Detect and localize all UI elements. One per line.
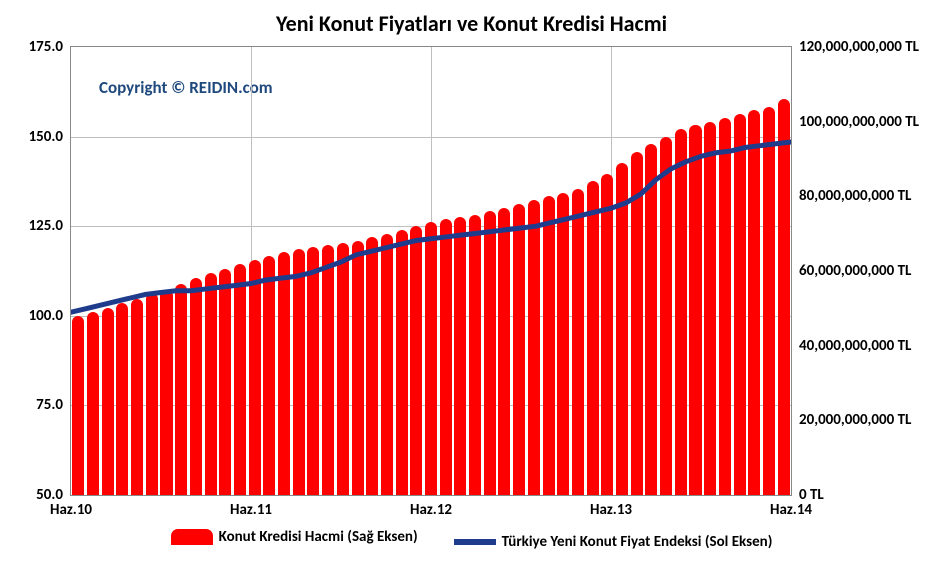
y-left-tick-label: 150.0 xyxy=(29,128,71,146)
y-right-tick-label: 60,000,000,000 TL xyxy=(791,262,911,280)
x-tick-label: Haz.11 xyxy=(230,495,272,519)
legend-label: Konut Kredisi Hacmi (Sağ Eksen) xyxy=(219,528,418,546)
legend-swatch-line xyxy=(454,539,496,545)
y-left-tick-label: 75.0 xyxy=(36,396,71,414)
legend-item: Türkiye Yeni Konut Fiyat Endeksi (Sol Ek… xyxy=(454,533,773,551)
y-right-tick-label: 120,000,000,000 TL xyxy=(791,38,919,56)
x-tick-label: Haz.13 xyxy=(590,495,632,519)
line-series xyxy=(71,47,791,495)
y-left-tick-label: 125.0 xyxy=(29,217,71,235)
chart-container: Yeni Konut Fiyatları ve Konut Kredisi Ha… xyxy=(0,0,943,575)
x-tick-label: Haz.14 xyxy=(770,495,812,519)
plot-area: Copyright © REIDIN.com 50.075.0100.0125.… xyxy=(70,46,792,496)
x-tick-label: Haz.10 xyxy=(50,495,92,519)
chart-title: Yeni Konut Fiyatları ve Konut Kredisi Ha… xyxy=(0,10,943,37)
legend-label: Türkiye Yeni Konut Fiyat Endeksi (Sol Ek… xyxy=(502,533,773,551)
y-left-tick-label: 175.0 xyxy=(29,38,71,56)
y-right-tick-label: 40,000,000,000 TL xyxy=(791,337,911,355)
legend: Konut Kredisi Hacmi (Sağ Eksen) Türkiye Y… xyxy=(0,528,943,551)
y-right-tick-label: 80,000,000,000 TL xyxy=(791,187,911,205)
y-right-tick-label: 100,000,000,000 TL xyxy=(791,113,919,131)
legend-item: Konut Kredisi Hacmi (Sağ Eksen) xyxy=(171,528,418,546)
x-tick-label: Haz.12 xyxy=(410,495,452,519)
legend-swatch-bar xyxy=(171,529,213,545)
y-left-tick-label: 100.0 xyxy=(29,307,71,325)
y-right-tick-label: 20,000,000,000 TL xyxy=(791,411,911,429)
